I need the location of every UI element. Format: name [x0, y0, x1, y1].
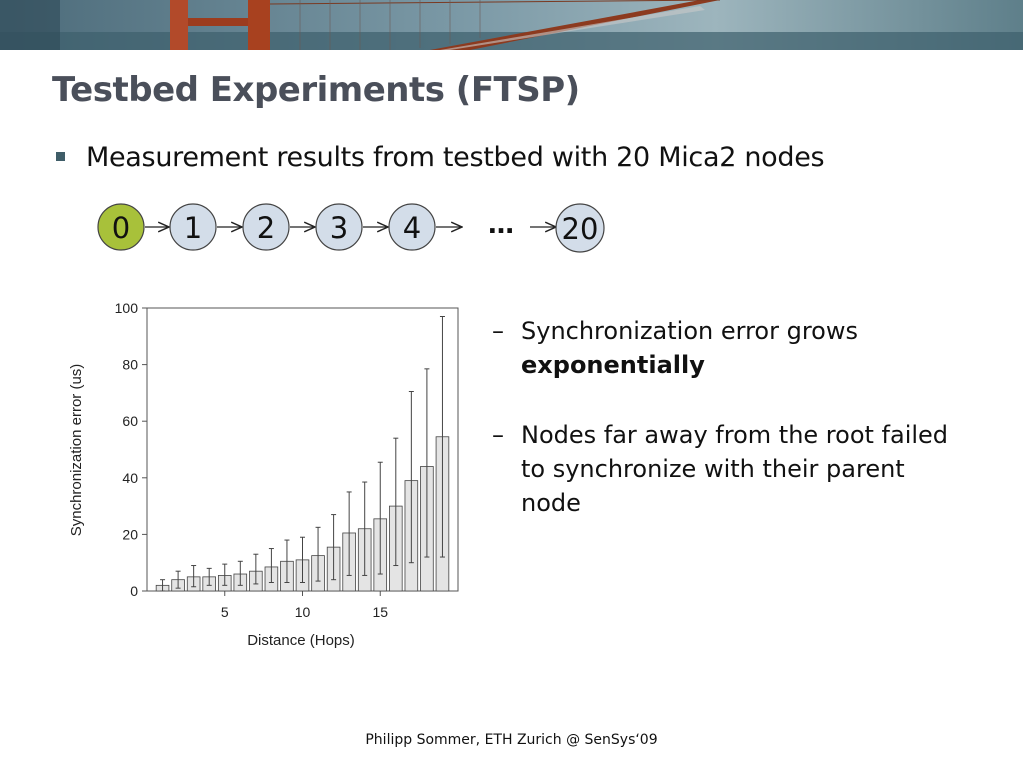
node-circle: [555, 203, 605, 253]
y-tick-label: 40: [122, 470, 138, 486]
banner-image: [0, 0, 1023, 50]
node-label-3: 3: [330, 211, 348, 245]
dash-marker: –: [492, 317, 504, 345]
x-tick-label: 10: [295, 604, 311, 620]
node-circle: [388, 203, 436, 251]
slide-footer: Philipp Sommer, ETH Zurich @ SenSys‘09: [365, 732, 658, 748]
chain-node: 3: [315, 203, 363, 251]
y-tick-label: 100: [115, 300, 139, 316]
node-circle: [242, 203, 290, 251]
y-tick-label: 0: [130, 583, 138, 599]
node-label-4: 4: [403, 211, 421, 245]
node-circle: [169, 203, 217, 251]
bullet-text: Measurement results from testbed with 20…: [86, 142, 825, 173]
sub-bullet-1-text: Synchronization error grows: [521, 317, 858, 345]
bridge-photo: [0, 0, 1023, 50]
dash-marker: –: [492, 421, 504, 449]
sub-bullet-2-text: Nodes far away from the root failed to s…: [521, 421, 949, 517]
chain-node: 2: [242, 203, 290, 251]
chain-node: 1: [169, 203, 217, 251]
chain-node: 0: [97, 203, 145, 251]
chain-node: 4: [388, 203, 436, 251]
node-label-0: 0: [112, 211, 130, 245]
y-axis-label: Synchronization error (us): [68, 364, 85, 537]
sync-error-chart: 0 20 40 60 80 100 5 10 15 Distance (Hops) Synchr…: [68, 300, 459, 649]
node-label-20: 20: [562, 212, 599, 246]
node-chain-diagram: 0 1 2 3 4 … 20: [97, 203, 605, 253]
x-tick-label: 5: [221, 604, 229, 620]
x-tick-label: 15: [372, 604, 388, 620]
y-tick-label: 80: [122, 357, 138, 373]
node-circle: [315, 203, 363, 251]
y-tick-label: 60: [122, 413, 138, 429]
root-node-circle: [97, 203, 145, 251]
sub-bullet-1-emphasis: exponentially: [521, 351, 705, 379]
node-label-1: 1: [184, 211, 202, 245]
chain-node: 20: [555, 203, 605, 253]
x-axis-label: Distance (Hops): [247, 632, 355, 649]
bullet-square-icon: [56, 152, 65, 161]
y-tick-label: 20: [122, 526, 138, 542]
node-label-2: 2: [257, 211, 275, 245]
chain-ellipsis: …: [488, 210, 514, 240]
sub-bullet-text: Synchronization error grows exponentiall…: [521, 314, 991, 382]
chart-error-bars: [160, 315, 445, 592]
slide-title: Testbed Experiments (FTSP): [52, 70, 580, 110]
